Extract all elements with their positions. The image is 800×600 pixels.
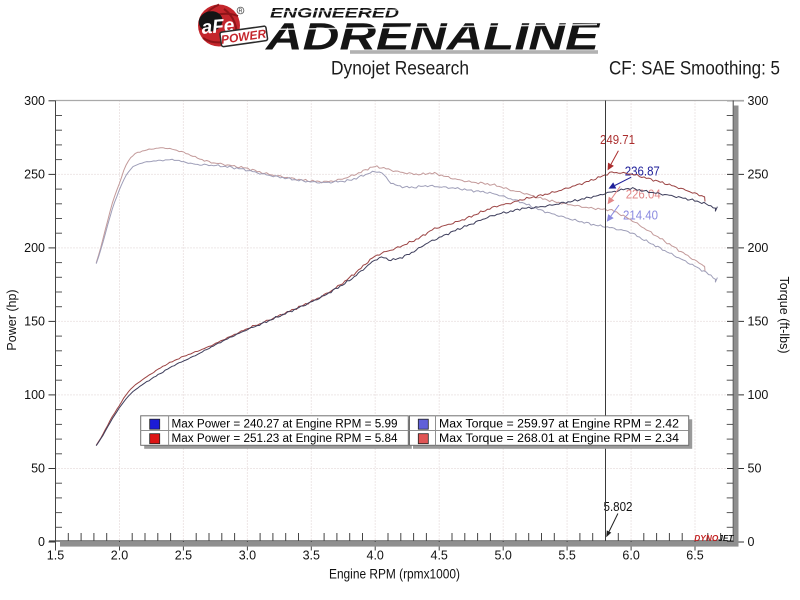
svg-text:5.802: 5.802 [604, 499, 633, 514]
svg-text:300: 300 [748, 94, 769, 108]
svg-text:50: 50 [748, 462, 762, 476]
svg-text:5.0: 5.0 [495, 549, 512, 563]
svg-text:Torque (ft-lbs): Torque (ft-lbs) [777, 276, 791, 353]
svg-text:Engine RPM (rpmx1000): Engine RPM (rpmx1000) [329, 567, 460, 582]
svg-text:150: 150 [24, 315, 45, 329]
svg-text:200: 200 [24, 241, 45, 255]
svg-text:Power (hp): Power (hp) [5, 289, 19, 350]
svg-text:100: 100 [24, 388, 45, 402]
svg-text:226.04: 226.04 [626, 186, 661, 201]
svg-text:3.5: 3.5 [303, 549, 320, 563]
svg-text:6.5: 6.5 [686, 549, 703, 563]
svg-text:1.5: 1.5 [47, 549, 64, 563]
svg-text:50: 50 [31, 462, 45, 476]
svg-text:Max Power = 240.27 at Engine R: Max Power = 240.27 at Engine RPM = 5.99 [172, 419, 398, 431]
svg-text:ENGINEERED: ENGINEERED [270, 5, 399, 21]
svg-text:2.0: 2.0 [111, 549, 128, 563]
svg-text:250: 250 [24, 168, 45, 182]
svg-text:3.0: 3.0 [239, 549, 256, 563]
svg-text:249.71: 249.71 [600, 132, 635, 147]
svg-text:Dynojet Research: Dynojet Research [331, 58, 469, 80]
svg-text:214.40: 214.40 [623, 208, 658, 223]
svg-text:Max Torque = 268.01 at Engine: Max Torque = 268.01 at Engine RPM = 2.34 [439, 433, 680, 445]
svg-text:250: 250 [748, 168, 769, 182]
svg-text:R: R [239, 9, 243, 15]
svg-text:Max Power = 251.23 at Engine R: Max Power = 251.23 at Engine RPM = 5.84 [172, 433, 399, 445]
svg-text:Max Torque = 259.97 at Engine: Max Torque = 259.97 at Engine RPM = 2.42 [439, 419, 679, 431]
svg-text:CF: SAE Smoothing: 5: CF: SAE Smoothing: 5 [609, 58, 780, 80]
svg-text:2.5: 2.5 [175, 549, 192, 563]
svg-text:ADRENALINE: ADRENALINE [265, 17, 602, 59]
svg-text:300: 300 [24, 94, 45, 108]
svg-text:150: 150 [748, 315, 769, 329]
svg-text:236.87: 236.87 [625, 164, 660, 179]
svg-text:4.5: 4.5 [431, 549, 448, 563]
svg-text:0: 0 [38, 535, 45, 549]
svg-text:POWER: POWER [220, 27, 267, 47]
svg-text:6.0: 6.0 [622, 549, 639, 563]
svg-text:200: 200 [748, 241, 769, 255]
svg-text:5.5: 5.5 [558, 549, 575, 563]
svg-text:0: 0 [748, 535, 755, 549]
svg-text:DYNOJET: DYNOJET [694, 533, 734, 543]
svg-text:100: 100 [748, 388, 769, 402]
svg-text:4.0: 4.0 [367, 549, 384, 563]
